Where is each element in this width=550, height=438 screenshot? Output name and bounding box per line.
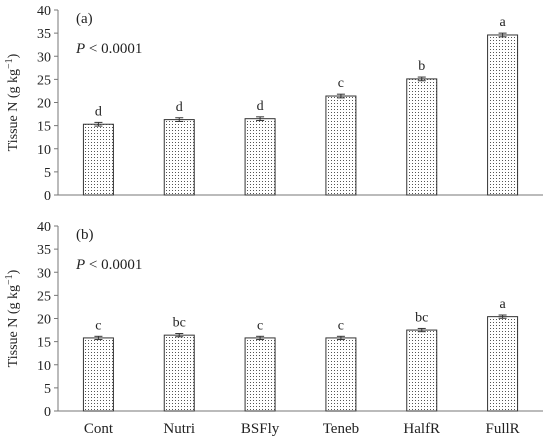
x-tick-label: BSFly bbox=[241, 421, 280, 437]
panel-b: 0 5 10 15 20 25 30 35 40 Tissue N (g kg−1) (b) P < … bbox=[4, 220, 543, 437]
y-tick-label: 0 bbox=[44, 189, 51, 204]
y-tick-label: 0 bbox=[44, 405, 51, 420]
p-value-text: < 0.0001 bbox=[85, 41, 142, 57]
y-tick-label: 15 bbox=[37, 336, 51, 351]
y-axis-label-main: Tissue N (g kg bbox=[6, 69, 21, 151]
bar-bsfly bbox=[244, 118, 276, 196]
p-value-text: < 0.0001 bbox=[85, 257, 142, 273]
bar-halfr bbox=[406, 78, 438, 196]
bar-cont bbox=[82, 337, 114, 412]
p-value-symbol: P bbox=[75, 257, 85, 273]
x-tick-label: Teneb bbox=[323, 421, 359, 437]
y-tick-label: 15 bbox=[37, 120, 51, 135]
bar-fullr bbox=[487, 34, 519, 196]
y-tick-label: 20 bbox=[37, 97, 51, 112]
y-tick-label: 10 bbox=[37, 359, 51, 374]
y-axis-label: Tissue N (g kg−1) bbox=[4, 53, 21, 151]
bar-teneb bbox=[325, 337, 357, 412]
significance-letter: d bbox=[95, 104, 102, 119]
significance-letter: c bbox=[338, 318, 344, 333]
y-tick-label: 5 bbox=[44, 166, 51, 181]
y-axis-label-end: ) bbox=[6, 269, 21, 274]
x-tick-label: FullR bbox=[485, 421, 519, 437]
y-axis-label-superscript: −1 bbox=[4, 58, 15, 69]
y-axis-label: Tissue N (g kg−1) bbox=[4, 269, 21, 367]
bar-nutri bbox=[163, 334, 195, 412]
p-value-symbol: P bbox=[75, 41, 85, 57]
significance-letter: a bbox=[499, 15, 506, 30]
x-tick-label: Cont bbox=[84, 421, 114, 437]
significance-letter: bc bbox=[173, 316, 186, 331]
significance-letter: d bbox=[257, 99, 264, 114]
p-value-label: P < 0.0001 bbox=[75, 257, 142, 273]
panel-a: 0 5 10 15 20 25 30 35 40 Tissue N (g kg−1) (a) P < … bbox=[4, 4, 543, 204]
y-tick-label: 20 bbox=[37, 313, 51, 328]
panel-label: (a) bbox=[76, 11, 93, 27]
significance-letter: bc bbox=[415, 310, 428, 325]
p-value-label: P < 0.0001 bbox=[75, 41, 142, 57]
y-tick-label: 35 bbox=[37, 243, 51, 258]
significance-letter: b bbox=[418, 59, 425, 74]
y-axis-label-main: Tissue N (g kg bbox=[6, 285, 21, 367]
y-tick-label: 35 bbox=[37, 27, 51, 42]
significance-letter: c bbox=[338, 76, 344, 91]
y-tick-label: 40 bbox=[37, 220, 51, 235]
y-tick-label: 5 bbox=[44, 382, 51, 397]
bar-teneb bbox=[325, 95, 357, 196]
y-tick-label: 25 bbox=[37, 289, 51, 304]
panel-label: (b) bbox=[76, 227, 94, 243]
bar-nutri bbox=[163, 119, 195, 196]
y-tick-label: 10 bbox=[37, 143, 51, 158]
x-tick-label: HalfR bbox=[403, 421, 440, 437]
x-tick-label: Nutri bbox=[163, 421, 195, 437]
bar-halfr bbox=[406, 329, 438, 412]
bar-fullr bbox=[487, 316, 519, 412]
y-tick-label: 30 bbox=[37, 50, 51, 65]
bar-bsfly bbox=[244, 337, 276, 412]
y-tick-label: 25 bbox=[37, 73, 51, 88]
significance-letter: c bbox=[95, 318, 101, 333]
y-axis-label-superscript: −1 bbox=[4, 274, 15, 285]
y-tick-label: 40 bbox=[37, 4, 51, 19]
significance-letter: a bbox=[499, 297, 506, 312]
y-tick-label: 30 bbox=[37, 266, 51, 281]
significance-letter: c bbox=[257, 318, 263, 333]
bar-cont bbox=[82, 123, 114, 196]
significance-letter: d bbox=[176, 100, 183, 115]
y-axis-label-end: ) bbox=[6, 53, 21, 58]
